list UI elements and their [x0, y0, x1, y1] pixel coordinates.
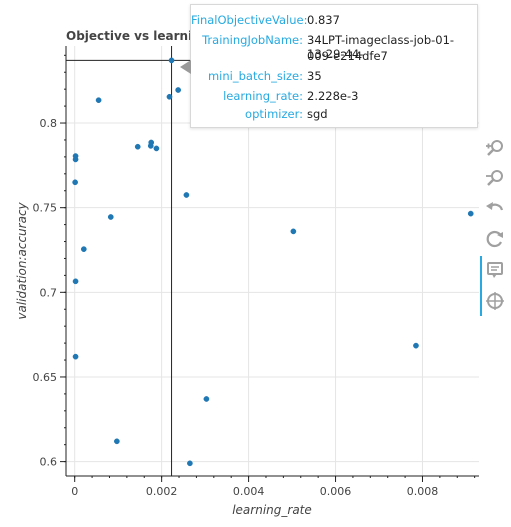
hover-tool[interactable]	[484, 260, 506, 282]
tooltip-value: 0.837	[307, 13, 477, 27]
tooltip-value: 009-e214dfe7	[307, 49, 477, 63]
undo-tool[interactable]	[484, 198, 506, 220]
data-point[interactable]	[187, 461, 192, 466]
data-point[interactable]	[291, 229, 296, 234]
data-point[interactable]	[73, 279, 78, 284]
data-point[interactable]	[204, 396, 209, 401]
x-tick-label: 0.004	[233, 485, 265, 498]
y-tick-label: 0.8	[40, 117, 58, 130]
zoom-in-tool[interactable]	[484, 138, 506, 160]
y-tick-label: 0.65	[33, 371, 58, 384]
data-point[interactable]	[167, 94, 172, 99]
data-point[interactable]	[114, 439, 119, 444]
chart-toolbar	[480, 40, 510, 320]
data-point[interactable]	[413, 343, 418, 348]
x-tick-label: 0.002	[146, 485, 178, 498]
data-point[interactable]	[73, 354, 78, 359]
data-point[interactable]	[135, 144, 140, 149]
zoom-in-tool-icon	[484, 138, 506, 160]
undo-tool-icon	[484, 198, 506, 220]
data-point[interactable]	[73, 180, 78, 185]
data-point[interactable]	[468, 211, 473, 216]
tooltip-key: mini_batch_size:	[191, 69, 307, 83]
y-axis-label: validation:accuracy	[15, 201, 29, 319]
tooltip-row-job-name-cont: 009-e214dfe7	[191, 49, 477, 63]
reset-tool[interactable]	[484, 228, 506, 250]
crosshair-tool-icon	[484, 290, 506, 312]
data-point[interactable]	[184, 192, 189, 197]
tooltip-value: 35	[307, 69, 477, 83]
x-tick-label: 0.006	[320, 485, 352, 498]
y-tick-label: 0.7	[40, 286, 58, 299]
x-axis-ticks: 0 0.002 0.004 0.006 0.008	[71, 476, 474, 498]
zoom-out-tool-icon	[484, 168, 506, 190]
data-point[interactable]	[73, 157, 78, 162]
tooltip-pointer	[180, 60, 191, 74]
y-tick-label: 0.6	[40, 456, 58, 469]
crosshair-tool[interactable]	[484, 290, 506, 312]
tooltip-key: learning_rate:	[191, 89, 307, 103]
reset-tool-icon	[484, 228, 506, 250]
data-point[interactable]	[154, 146, 159, 151]
tooltip-value: 2.228e-3	[307, 89, 477, 103]
data-point[interactable]	[96, 98, 101, 103]
data-point[interactable]	[108, 214, 113, 219]
active-tool-indicator	[480, 256, 482, 316]
zoom-out-tool[interactable]	[484, 168, 506, 190]
tooltip-row-objective: FinalObjectiveValue: 0.837	[191, 13, 477, 27]
x-tick-label: 0.008	[407, 485, 439, 498]
y-tick-label: 0.75	[33, 202, 58, 215]
tooltip-row-optimizer: optimizer: sgd	[191, 107, 477, 121]
hover-tool-icon	[484, 260, 506, 282]
x-tick-label: 0	[71, 485, 78, 498]
data-point[interactable]	[81, 247, 86, 252]
tooltip-key: FinalObjectiveValue:	[191, 13, 307, 27]
y-axis-ticks: 0.6 0.65 0.7 0.75 0.8	[33, 55, 67, 468]
hover-tooltip: FinalObjectiveValue: 0.837 TrainingJobNa…	[190, 4, 478, 128]
tooltip-row-learning-rate: learning_rate: 2.228e-3	[191, 89, 477, 103]
x-axis-label: learning_rate	[232, 503, 312, 517]
tooltip-key-spacer	[191, 49, 307, 63]
tooltip-key: optimizer:	[191, 107, 307, 121]
tooltip-row-batch-size: mini_batch_size: 35	[191, 69, 477, 83]
data-point[interactable]	[149, 140, 154, 145]
data-point[interactable]	[169, 58, 174, 63]
tooltip-value: sgd	[307, 107, 477, 121]
data-point[interactable]	[176, 87, 181, 92]
